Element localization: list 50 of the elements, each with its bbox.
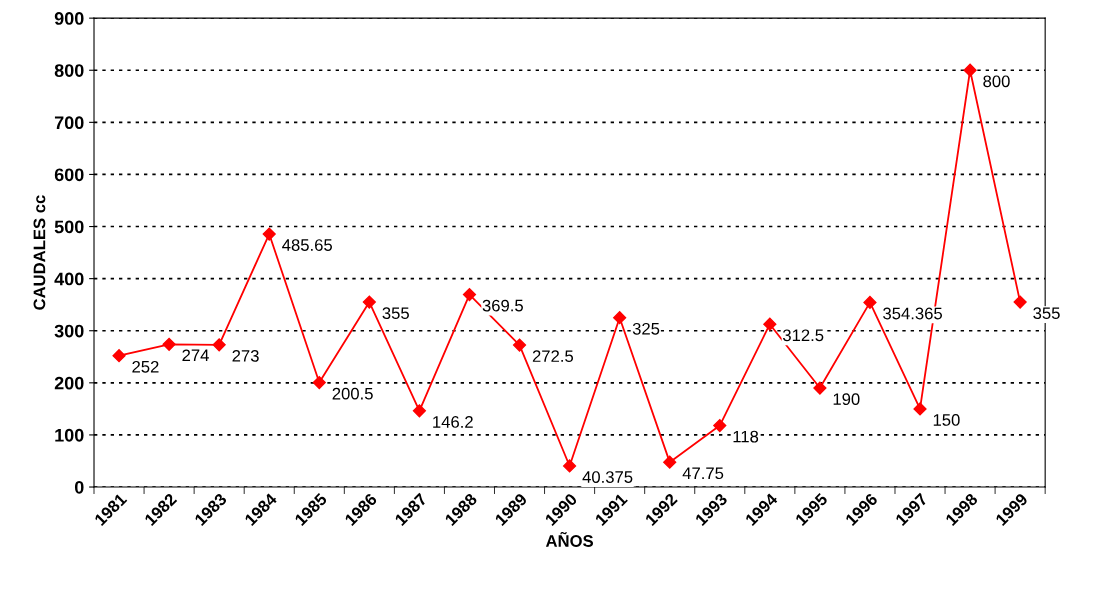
data-label: 190 xyxy=(833,393,860,406)
y-tick-label: 900 xyxy=(54,12,84,25)
data-label: 800 xyxy=(983,75,1010,88)
data-label: 355 xyxy=(382,307,409,320)
data-label: 272.5 xyxy=(532,350,574,363)
y-tick-label: 0 xyxy=(74,480,84,494)
data-label: 312.5 xyxy=(782,329,824,342)
y-axis-title: CAUDALES cc xyxy=(33,195,46,310)
data-label: 274 xyxy=(182,349,209,362)
point xyxy=(212,338,226,352)
point xyxy=(262,227,276,241)
point xyxy=(162,337,176,351)
y-tick-label: 300 xyxy=(54,324,84,338)
data-label: 150 xyxy=(933,414,960,426)
data-label: 47.75 xyxy=(682,467,724,480)
point xyxy=(1013,295,1027,309)
point xyxy=(312,375,326,390)
data-label: 40.375 xyxy=(582,471,633,483)
data-label: 355 xyxy=(1033,307,1060,320)
data-label: 273 xyxy=(232,349,259,362)
data-label: 354.365 xyxy=(883,307,942,320)
y-tick-label: 600 xyxy=(54,168,84,182)
point xyxy=(913,402,927,416)
point xyxy=(512,338,527,352)
data-label: 325 xyxy=(632,322,660,335)
x-axis-title: AÑOS xyxy=(545,531,594,547)
point xyxy=(112,349,126,363)
data-label: 369.5 xyxy=(482,299,523,312)
y-tick-label: 400 xyxy=(54,272,84,286)
data-label: 200.5 xyxy=(332,387,373,400)
point xyxy=(963,63,977,77)
y-tick-label: 500 xyxy=(54,220,84,234)
point xyxy=(462,287,477,302)
y-tick-label: 700 xyxy=(54,116,84,130)
point xyxy=(663,455,677,469)
point xyxy=(563,459,577,473)
y-tick-label: 100 xyxy=(55,428,84,442)
point xyxy=(863,295,877,309)
data-label: 485.65 xyxy=(282,239,332,251)
data-label: 252 xyxy=(132,360,159,373)
y-tick-label: 200 xyxy=(54,376,84,390)
point xyxy=(763,317,777,331)
point xyxy=(713,418,727,433)
point xyxy=(613,311,627,325)
point xyxy=(412,404,426,418)
y-tick-label: 800 xyxy=(54,64,84,77)
point xyxy=(362,295,376,309)
point xyxy=(813,381,827,395)
data-label: 118 xyxy=(733,430,759,443)
data-label: 146.2 xyxy=(433,416,473,428)
